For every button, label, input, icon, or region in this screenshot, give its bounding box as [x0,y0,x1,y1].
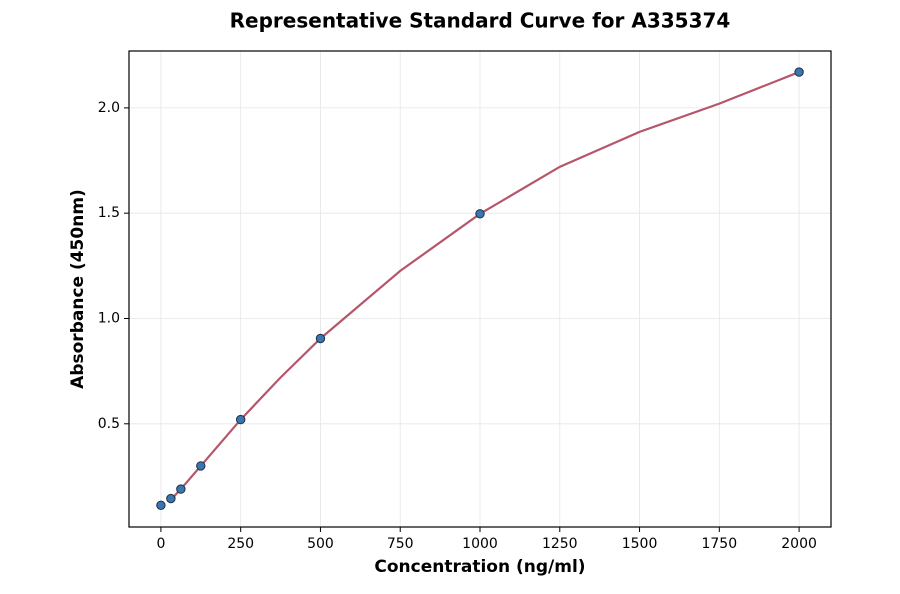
chart-title: Representative Standard Curve for A33537… [230,9,731,33]
data-point [196,461,206,471]
y-tick-label: 1.0 [98,310,120,326]
grid: 0 250 500 750 1000 1250 1500 1750 2000 0.5 1.0 1.5 2… [98,51,831,552]
y-tick-label: 2.0 [98,100,120,116]
data-point [475,209,485,219]
x-tick-label: 1250 [542,536,578,552]
plot-marks [156,67,804,511]
data-point [235,414,246,425]
y-tick-label: 1.5 [98,205,120,221]
data-point [166,493,176,504]
data-point [794,67,804,77]
fit-curve [170,71,800,501]
y-tick-label: 0.5 [98,416,120,432]
plot-frame [128,50,832,528]
x-axis-label: Concentration (ng/ml) [374,557,585,577]
x-tick-label: 0 [156,536,165,552]
data-point [315,333,326,344]
x-tick-label: 1750 [701,536,737,552]
data-point [156,500,166,511]
x-tick-label: 1000 [462,536,498,552]
x-tick-label: 750 [387,536,414,552]
x-tick-label: 500 [307,536,334,552]
x-tick-label: 250 [227,536,254,552]
x-tick-label: 2000 [781,536,817,552]
data-point [176,484,186,494]
x-tick-label: 1500 [622,536,658,552]
y-axis-label: Absorbance (450nm) [68,189,88,389]
